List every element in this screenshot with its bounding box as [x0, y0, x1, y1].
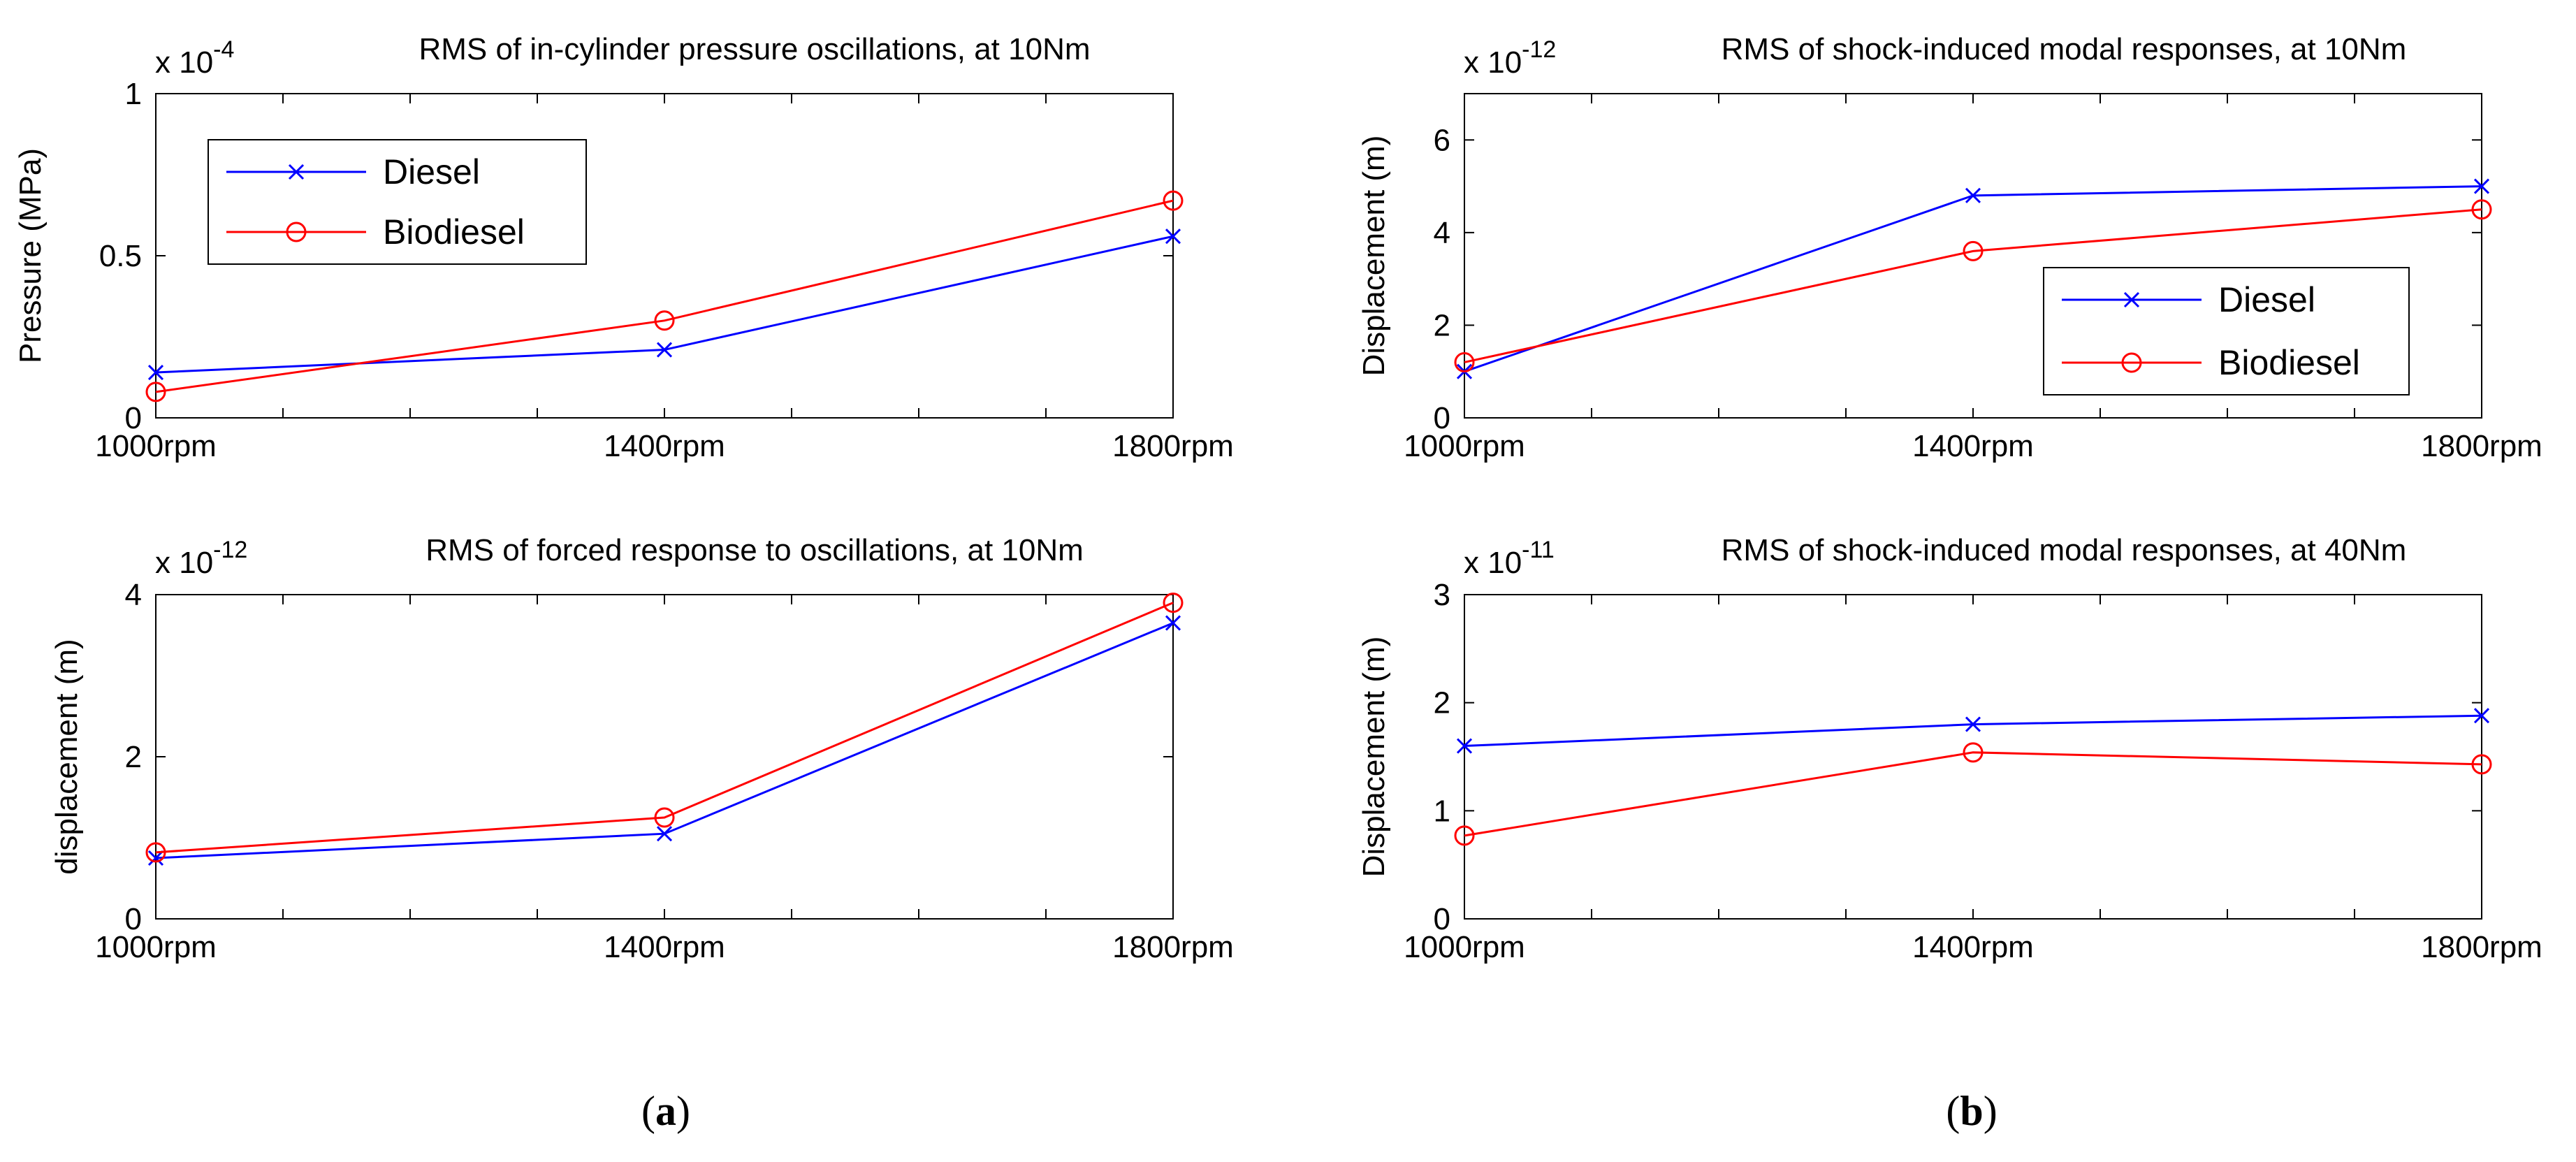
x-tick-label: 1000rpm: [1404, 930, 1525, 964]
chart-title: RMS of shock-induced modal responses, at…: [1722, 32, 2407, 66]
series-biodiesel: [1454, 199, 2492, 372]
series-line: [155, 199, 1174, 393]
series-biodiesel: [145, 593, 1184, 863]
data-point: [1965, 187, 1981, 203]
chart-title: RMS of in-cylinder pressure oscillations…: [419, 32, 1090, 66]
data-point: [1454, 351, 1475, 372]
x-tick-label: 1400rpm: [1912, 429, 2034, 463]
y-axis-label: Displacement (m): [1357, 637, 1391, 878]
y-tick-label: 1: [125, 77, 142, 111]
legend-box: [2043, 267, 2410, 395]
data-point: [145, 382, 166, 402]
legend-label: Biodiesel: [2218, 343, 2360, 382]
caption-b: (b): [1946, 1088, 1998, 1134]
data-point: [1456, 738, 1473, 754]
x-tick-label: 1800rpm: [1112, 930, 1234, 964]
chart-panel-tr: 1000rpm 1400rpm 1800rpm 0 2 4 6 x 10-12 RMS of s…: [1357, 32, 2542, 463]
data-point: [147, 364, 164, 381]
legend-marker: [286, 221, 307, 242]
y-tick-label: 3: [1434, 578, 1450, 612]
y-axis-label: displacement (m): [50, 639, 84, 874]
x-tick-label: 1400rpm: [1912, 930, 2034, 964]
data-point: [656, 342, 673, 358]
y-tick-label: 0: [125, 902, 142, 936]
series-diesel: [1456, 708, 2490, 754]
y-tick-label: 2: [1434, 686, 1450, 720]
y-tick-label: 6: [1434, 123, 1450, 157]
y-tick-label: 4: [1434, 216, 1450, 250]
data-point: [1165, 615, 1181, 631]
data-point: [654, 310, 675, 331]
legend-label: Diesel: [383, 152, 480, 191]
data-point: [1165, 228, 1181, 245]
chart-panel-tl: 1000rpm 1400rpm 1800rpm 0 0.5 1 x 10-4 RMS of i…: [13, 32, 1234, 463]
legend-marker: [2121, 352, 2142, 373]
data-point: [2473, 708, 2490, 724]
series-diesel: [147, 228, 1181, 381]
y-axis-label: Displacement (m): [1357, 136, 1391, 377]
x-tick-label: 1000rpm: [95, 429, 217, 463]
series-biodiesel: [145, 190, 1184, 402]
data-point: [1963, 240, 1984, 261]
y-tick-label: 1: [1434, 794, 1450, 828]
axis-exponent: x 10-12: [1464, 36, 1556, 80]
x-tick-label: 1800rpm: [2421, 930, 2542, 964]
axis-exponent: x 10-12: [155, 537, 247, 580]
data-point: [1965, 716, 1981, 732]
legend: Diesel Biodiesel: [2043, 267, 2410, 395]
y-tick-label: 2: [125, 740, 142, 774]
legend-label: Biodiesel: [383, 212, 525, 252]
data-point: [654, 807, 675, 828]
legend-marker: [2123, 291, 2140, 308]
series-line: [1464, 208, 2482, 363]
x-tick-label: 1800rpm: [1112, 429, 1234, 463]
x-tick-label: 1400rpm: [604, 429, 725, 463]
legend-marker: [288, 164, 305, 180]
caption-a: (a): [641, 1088, 690, 1134]
x-tick-label: 1000rpm: [95, 930, 217, 964]
y-tick-label: 4: [125, 578, 142, 612]
data-point: [2471, 754, 2492, 775]
data-point: [2471, 199, 2492, 220]
chart-panel-br: 1000rpm 1400rpm 1800rpm 0 1 2 3 x 10-11 RMS of s…: [1357, 533, 2542, 964]
y-tick-label: 0: [125, 401, 142, 435]
data-point: [1163, 593, 1184, 613]
axes-box: [1464, 594, 2482, 920]
data-point: [1454, 825, 1475, 846]
data-point: [145, 842, 166, 863]
axes-box: [155, 594, 1174, 920]
series-line: [1464, 751, 2482, 837]
legend-label: Diesel: [2218, 280, 2315, 319]
data-point: [656, 826, 673, 842]
chart-title: RMS of shock-induced modal responses, at…: [1722, 533, 2407, 567]
x-tick-label: 1000rpm: [1404, 429, 1525, 463]
axis-exponent: x 10-11: [1464, 537, 1555, 580]
y-tick-label: 0: [1434, 401, 1450, 435]
y-tick-label: 2: [1434, 308, 1450, 342]
chart-title: RMS of forced response to oscillations, …: [425, 533, 1084, 567]
series-diesel: [147, 615, 1181, 866]
x-tick-label: 1400rpm: [604, 930, 725, 964]
axis-exponent: x 10-4: [155, 36, 234, 80]
chart-panel-bl: 1000rpm 1400rpm 1800rpm 0 2 4 x 10-12 RMS of fo…: [50, 533, 1234, 964]
data-point: [147, 850, 164, 866]
data-point: [2473, 178, 2490, 194]
series-line: [155, 602, 1174, 854]
y-tick-label: 0.5: [99, 239, 142, 273]
legend: Diesel Biodiesel: [208, 139, 587, 265]
legend-box: [208, 139, 587, 265]
data-point: [1163, 190, 1184, 211]
y-axis-label: Pressure (MPa): [13, 148, 48, 363]
series-biodiesel: [1454, 742, 2492, 846]
y-tick-label: 0: [1434, 902, 1450, 936]
x-tick-label: 1800rpm: [2421, 429, 2542, 463]
data-point: [1963, 742, 1984, 763]
